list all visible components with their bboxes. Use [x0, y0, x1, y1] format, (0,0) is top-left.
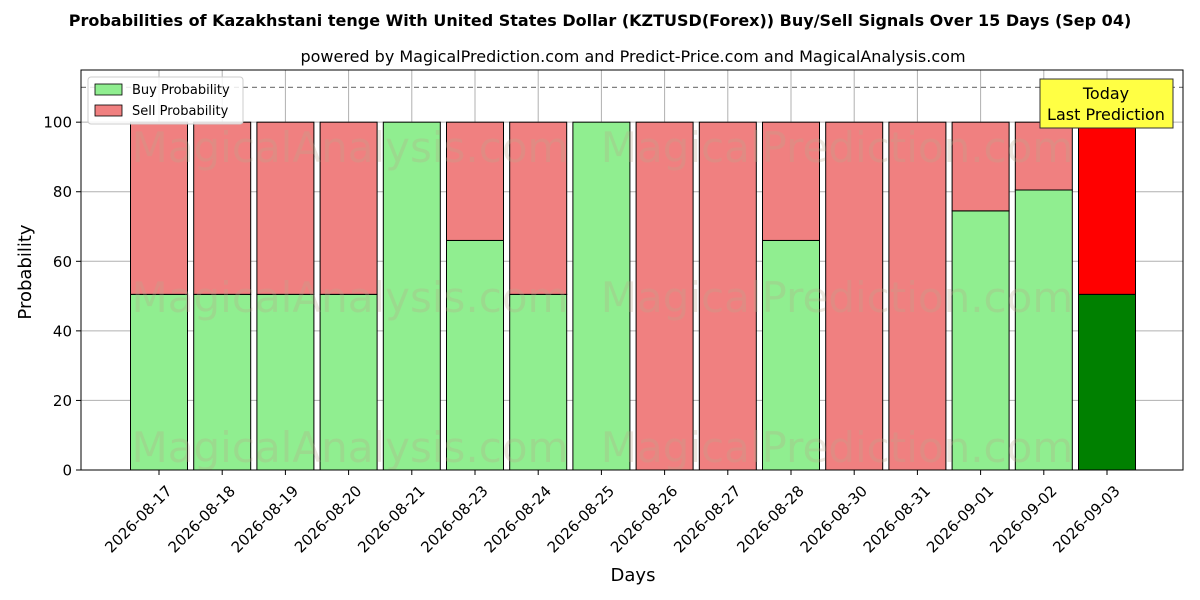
today-annotation-line1: Today — [1082, 84, 1129, 103]
bar-buy-2026-08-18 — [193, 293, 252, 471]
x-tick-label-6: 2026-08-24 — [481, 482, 555, 556]
x-tick-label-3: 2026-08-20 — [291, 482, 365, 556]
bar-sell-2026-09-02 — [1014, 121, 1073, 191]
watermarks: MagicalAnalysis.com MagicalPrediction.co… — [132, 123, 1074, 472]
chart-title: Probabilities of Kazakhstani tenge With … — [69, 11, 1132, 30]
bar-sell-2026-08-20 — [319, 121, 378, 295]
x-tick-label-2: 2026-08-19 — [228, 482, 302, 556]
x-tick-label-14: 2026-09-02 — [986, 482, 1060, 556]
watermark-3: MagicalAnalysis.com — [132, 273, 569, 322]
today-annotation: Today Last Prediction — [1039, 78, 1174, 129]
bar-sell-2026-09-03 — [1078, 121, 1136, 295]
legend-label-sell: Sell Probability — [132, 104, 229, 119]
bar-buy-2026-09-03 — [1078, 293, 1136, 471]
bar-sell-2026-08-17 — [130, 121, 188, 295]
x-tick-label-12: 2026-08-31 — [860, 482, 934, 556]
y-axis-label: Probability — [15, 224, 36, 319]
bar-sell-2026-08-28 — [762, 121, 820, 241]
x-tick-label-0: 2026-08-17 — [101, 482, 175, 556]
x-tick-label-9: 2026-08-27 — [670, 482, 744, 556]
today-annotation-line2: Last Prediction — [1047, 105, 1165, 124]
bar-sell-2026-08-31 — [888, 121, 947, 471]
y-tick-label-0: 0 — [62, 462, 72, 480]
bar-sell-2026-08-23 — [446, 121, 504, 241]
watermark-5: MagicalAnalysis.com — [132, 423, 569, 472]
bar-sell-2026-08-27 — [698, 121, 757, 471]
x-tick-label-11: 2026-08-30 — [797, 482, 871, 556]
bar-sell-2026-08-24 — [509, 121, 568, 295]
watermark-4: MagicalPrediction.com — [601, 273, 1074, 322]
bar-buy-2026-08-28 — [762, 239, 820, 471]
watermark-2: MagicalPrediction.com — [601, 123, 1074, 172]
x-axis-label: Days — [611, 565, 656, 586]
x-tick-label-10: 2026-08-28 — [733, 482, 807, 556]
watermark-6: MagicalPrediction.com — [601, 423, 1074, 472]
y-tick-label-1: 20 — [53, 392, 72, 410]
x-tick-label-13: 2026-09-01 — [923, 482, 997, 556]
bar-buy-2026-08-19 — [256, 293, 315, 471]
bar-buy-2026-08-20 — [319, 293, 378, 471]
legend-swatch-sell — [94, 104, 123, 117]
x-tick-label-8: 2026-08-26 — [607, 482, 681, 556]
bar-buy-2026-09-01 — [951, 210, 1010, 471]
x-tick-label-7: 2026-08-25 — [544, 482, 618, 556]
x-tick-label-15: 2026-09-03 — [1049, 482, 1123, 556]
bar-buy-2026-08-25 — [572, 121, 631, 471]
bar-buy-2026-08-21 — [382, 121, 441, 471]
y-tick-label-3: 60 — [53, 253, 72, 271]
bars — [130, 121, 1136, 471]
x-axis: 2026-08-172026-08-182026-08-192026-08-20… — [101, 470, 1124, 556]
legend-swatch-buy — [94, 83, 123, 96]
bar-buy-2026-08-23 — [446, 239, 504, 471]
x-tick-label-4: 2026-08-21 — [354, 482, 428, 556]
bar-buy-2026-08-24 — [509, 293, 568, 471]
x-tick-label-5: 2026-08-23 — [417, 482, 491, 556]
bar-sell-2026-09-01 — [951, 121, 1010, 212]
legend-box — [87, 76, 244, 125]
legend: Buy Probability Sell Probability — [87, 76, 244, 125]
bar-sell-2026-08-19 — [256, 121, 315, 295]
today-annotation-box — [1039, 78, 1174, 129]
y-tick-label-4: 80 — [53, 183, 72, 201]
bar-sell-2026-08-30 — [825, 121, 884, 471]
y-axis: 0 20 40 60 80 100 — [43, 114, 81, 480]
y-tick-label-2: 40 — [53, 322, 72, 340]
chart-subtitle: powered by MagicalPrediction.com and Pre… — [300, 47, 965, 66]
watermark-1: MagicalAnalysis.com — [132, 123, 569, 172]
x-tick-label-1: 2026-08-18 — [165, 482, 239, 556]
plot-frame — [80, 69, 1184, 471]
bar-sell-2026-08-26 — [635, 121, 694, 471]
bar-buy-2026-09-02 — [1014, 189, 1073, 471]
legend-label-buy: Buy Probability — [132, 83, 230, 98]
y-tick-label-5: 100 — [43, 114, 72, 132]
